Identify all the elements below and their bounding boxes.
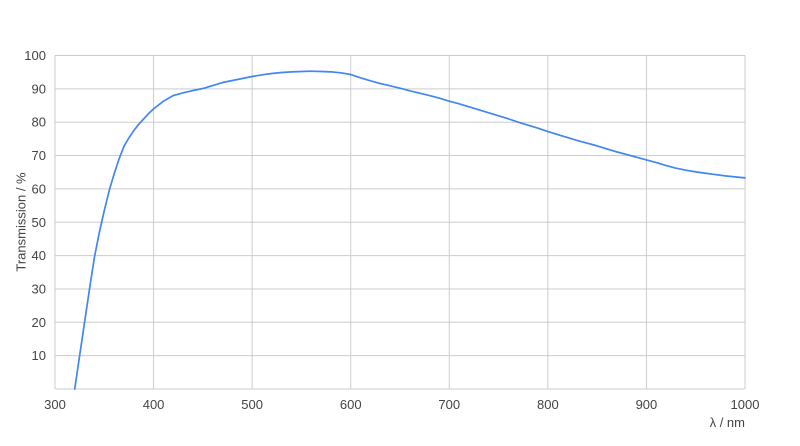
y-tick-label: 20 xyxy=(32,315,46,330)
x-axis-title: λ / nm xyxy=(709,415,745,430)
x-tick-label: 1000 xyxy=(731,397,760,412)
x-tick-label: 400 xyxy=(143,397,165,412)
y-tick-label: 30 xyxy=(32,281,46,296)
x-tick-label: 700 xyxy=(438,397,460,412)
y-tick-label: 50 xyxy=(32,215,46,230)
y-tick-label: 10 xyxy=(32,348,46,363)
y-tick-label: 40 xyxy=(32,248,46,263)
gridlines xyxy=(54,55,746,390)
x-tick-labels: 300 400 500 600 700 800 900 1000 xyxy=(44,397,759,412)
x-tick-label: 900 xyxy=(636,397,658,412)
y-axis-title: Transmission / % xyxy=(13,172,29,272)
y-tick-label: 90 xyxy=(32,81,46,96)
y-tick-label: 80 xyxy=(32,115,46,130)
x-tick-label: 600 xyxy=(340,397,362,412)
y-tick-label: 60 xyxy=(32,181,46,196)
y-tick-labels: 10 20 30 40 50 60 70 80 90 100 xyxy=(24,48,46,363)
x-tick-label: 800 xyxy=(537,397,559,412)
y-tick-label: 100 xyxy=(24,48,46,63)
x-tick-label: 500 xyxy=(241,397,263,412)
y-tick-label: 70 xyxy=(32,148,46,163)
series-line-transmission xyxy=(73,70,746,390)
x-tick-label: 300 xyxy=(44,397,66,412)
